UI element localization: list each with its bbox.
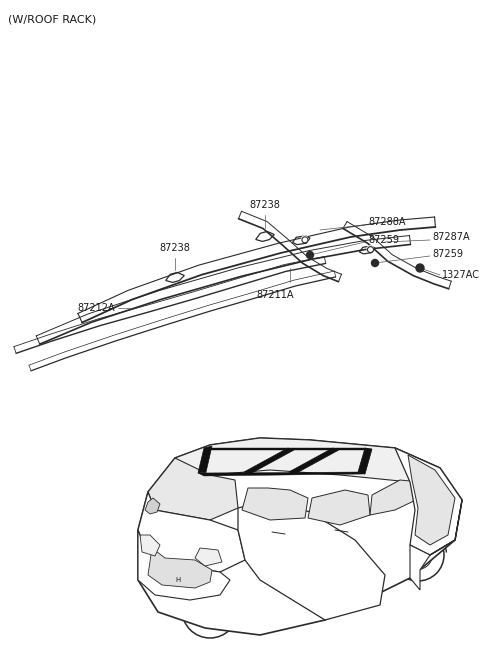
Polygon shape [195,548,222,566]
Text: 87287A: 87287A [432,232,469,242]
Polygon shape [148,548,212,588]
Text: 87238: 87238 [250,200,280,210]
Circle shape [301,236,308,242]
Polygon shape [138,492,245,572]
Text: 87259: 87259 [368,235,399,245]
Text: 87259: 87259 [432,249,463,259]
Polygon shape [410,500,462,590]
Text: (W/ROOF RACK): (W/ROOF RACK) [8,14,96,24]
Text: 87211A: 87211A [256,290,294,300]
Text: 87238: 87238 [159,243,191,253]
Circle shape [204,605,216,616]
Polygon shape [244,448,294,474]
Polygon shape [145,498,160,514]
Text: 87288A: 87288A [368,217,406,227]
Polygon shape [238,500,385,620]
Polygon shape [242,488,308,520]
Polygon shape [289,448,339,474]
Circle shape [416,264,424,272]
Circle shape [367,246,373,252]
Polygon shape [148,458,238,520]
Text: H: H [175,577,180,583]
Circle shape [307,252,313,259]
Text: 1327AC: 1327AC [442,270,480,280]
Polygon shape [138,530,230,600]
Polygon shape [358,448,372,474]
Polygon shape [198,446,212,473]
Polygon shape [308,490,370,525]
Circle shape [413,550,423,560]
Polygon shape [175,438,440,482]
Polygon shape [204,448,372,450]
Polygon shape [198,472,365,476]
Polygon shape [138,438,462,635]
Polygon shape [370,480,420,515]
Polygon shape [395,448,462,555]
Polygon shape [140,535,160,556]
Text: 87212A: 87212A [77,303,115,313]
Polygon shape [408,455,455,545]
Circle shape [372,259,379,267]
